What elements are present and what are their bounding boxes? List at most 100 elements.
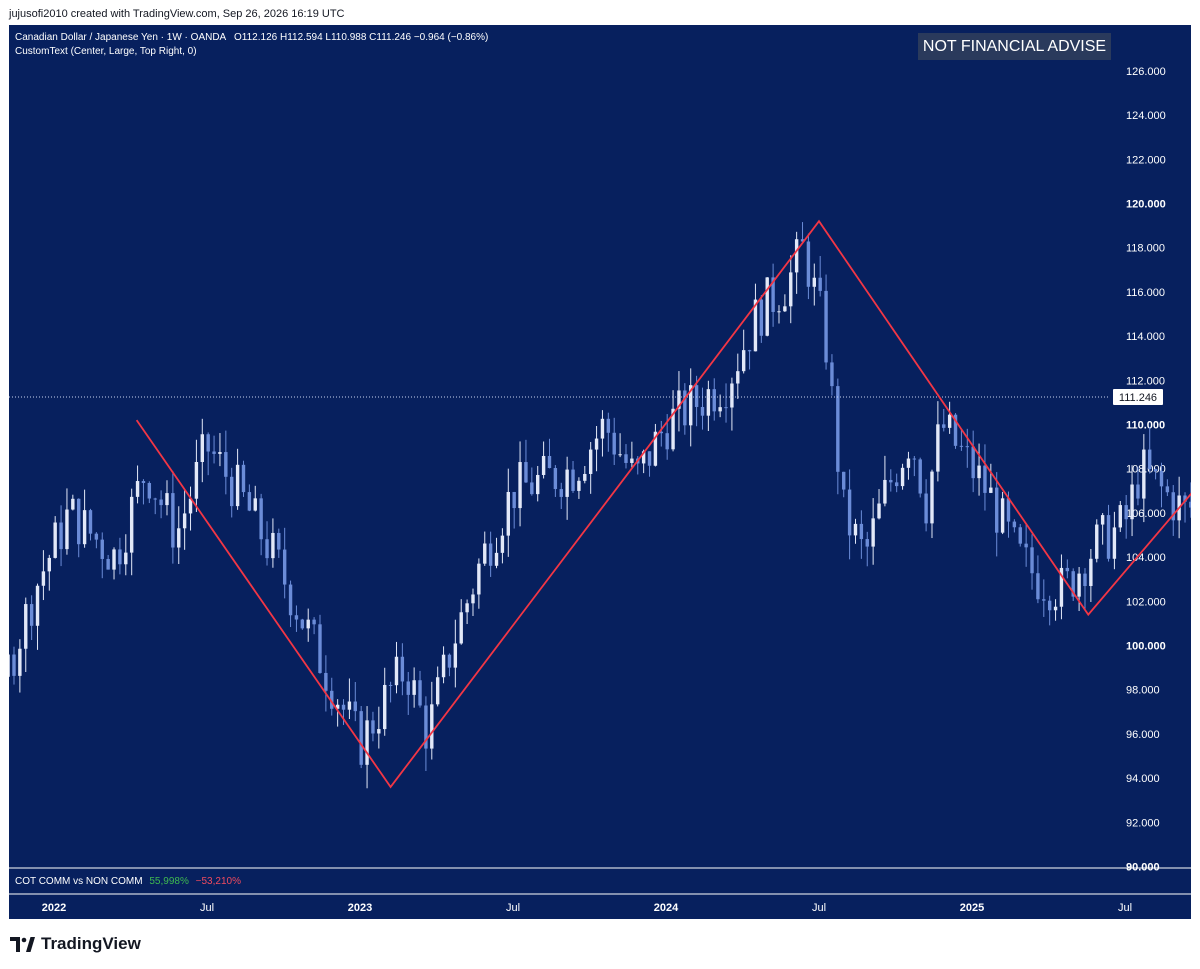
candle-body xyxy=(82,510,87,545)
candle-body xyxy=(641,451,646,464)
candle-body xyxy=(9,654,10,677)
candle-body xyxy=(394,656,399,686)
high-label: H xyxy=(279,32,288,43)
candle-body xyxy=(530,482,534,495)
candle-body xyxy=(359,711,363,765)
candle-body xyxy=(235,464,240,507)
candle-body xyxy=(1000,498,1005,533)
candle-body xyxy=(230,476,234,507)
candle-body xyxy=(965,446,969,448)
candle-body xyxy=(1118,505,1122,528)
candle-body xyxy=(418,680,422,706)
candle-body xyxy=(736,371,740,384)
candle-body xyxy=(330,690,334,709)
candle-body xyxy=(524,462,528,483)
y-tick-label: 98.000 xyxy=(1126,685,1160,697)
price-chart[interactable]: 126.000 124.000 122.000 120.000 118.000 116.0… xyxy=(9,25,1191,919)
candle-body xyxy=(553,468,558,490)
candle-body xyxy=(712,389,716,412)
candle-body xyxy=(665,433,669,450)
candle-body xyxy=(41,571,46,586)
y-tick-label: 126.000 xyxy=(1126,66,1166,78)
y-tick-label: 110.000 xyxy=(1126,420,1165,432)
candle-body xyxy=(600,418,605,439)
candle-body xyxy=(488,543,493,566)
candle-body xyxy=(282,549,287,585)
ohlc-line: Canadian Dollar / Japanese Yen · 1W · OA… xyxy=(15,31,488,45)
candle-body xyxy=(483,543,487,564)
candle-body xyxy=(412,680,416,695)
y-tick-label: 102.000 xyxy=(1126,596,1166,608)
candle-body xyxy=(753,299,758,352)
candle-body xyxy=(812,277,816,287)
candle-body xyxy=(188,498,193,514)
candle-body xyxy=(106,558,110,570)
candle-body xyxy=(565,469,569,497)
candle-body xyxy=(577,480,581,491)
candle-body xyxy=(1159,471,1164,487)
candle-body xyxy=(406,681,410,695)
candle-body xyxy=(141,481,146,483)
candle-body xyxy=(865,539,869,547)
candle-body xyxy=(624,454,628,463)
candle-body xyxy=(388,684,393,686)
candle-body xyxy=(936,424,940,472)
y-tick-label: 112.000 xyxy=(1126,375,1165,387)
tradingview-logo-icon xyxy=(10,936,35,952)
close-value: 111.246 xyxy=(376,32,412,43)
candle-body xyxy=(836,386,840,472)
candle-body xyxy=(541,455,546,475)
candle-body xyxy=(430,704,434,749)
candle-body xyxy=(300,619,305,629)
candle-body xyxy=(383,684,387,730)
candle-body xyxy=(800,239,805,242)
candle-body xyxy=(118,549,122,565)
custom-text-box: NOT FINANCIAL ADVISE xyxy=(918,33,1111,60)
candle-body xyxy=(35,585,40,626)
candle-body xyxy=(618,454,622,456)
candle-body xyxy=(883,479,887,504)
indicator-line: CustomText (Center, Large, Top Right, 0) xyxy=(15,46,197,57)
candle-body xyxy=(377,729,381,734)
candle-body xyxy=(612,432,616,455)
chart-frame[interactable]: 126.000 124.000 122.000 120.000 118.000 116.0… xyxy=(9,25,1191,919)
candle-body xyxy=(218,452,222,454)
candle-body xyxy=(977,465,981,479)
candle-body xyxy=(547,455,552,469)
candle-body xyxy=(1189,501,1191,508)
candle-body xyxy=(1036,573,1040,600)
y-tick-label: 92.000 xyxy=(1126,817,1160,829)
candle-body xyxy=(212,451,216,454)
x-tick-label: Jul xyxy=(506,902,520,914)
candle-body xyxy=(200,434,204,462)
candle-body xyxy=(1136,484,1140,499)
candle-body xyxy=(647,451,652,466)
candle-body xyxy=(494,552,499,566)
candle-body xyxy=(424,705,428,749)
low-value: 110.988 xyxy=(330,32,367,43)
candle-body xyxy=(759,299,764,336)
candle-body xyxy=(1130,484,1134,520)
y-tick-label: 104.000 xyxy=(1126,552,1166,564)
candle-body xyxy=(341,704,346,710)
y-tick-label: 124.000 xyxy=(1126,110,1166,122)
candle-body xyxy=(930,471,934,524)
y-tick-label: 96.000 xyxy=(1126,729,1160,741)
candle-body xyxy=(683,390,687,426)
tradingview-brand[interactable]: TradingView xyxy=(10,934,141,954)
candle-body xyxy=(953,414,958,446)
candle-body xyxy=(777,311,781,313)
candle-body xyxy=(447,654,452,668)
y-tick-label: 120.000 xyxy=(1126,199,1166,211)
candle-body xyxy=(730,383,734,408)
candle-body xyxy=(271,532,275,559)
candle-body xyxy=(347,701,352,710)
candle-body xyxy=(588,449,593,474)
candle-body xyxy=(306,619,310,629)
cot-label: COT COMM vs NON COMM xyxy=(15,876,143,887)
candle-body xyxy=(459,612,463,644)
candle-body xyxy=(253,498,257,511)
candle-body xyxy=(824,290,828,363)
candle-body xyxy=(1124,505,1128,520)
candle-body xyxy=(477,563,481,595)
